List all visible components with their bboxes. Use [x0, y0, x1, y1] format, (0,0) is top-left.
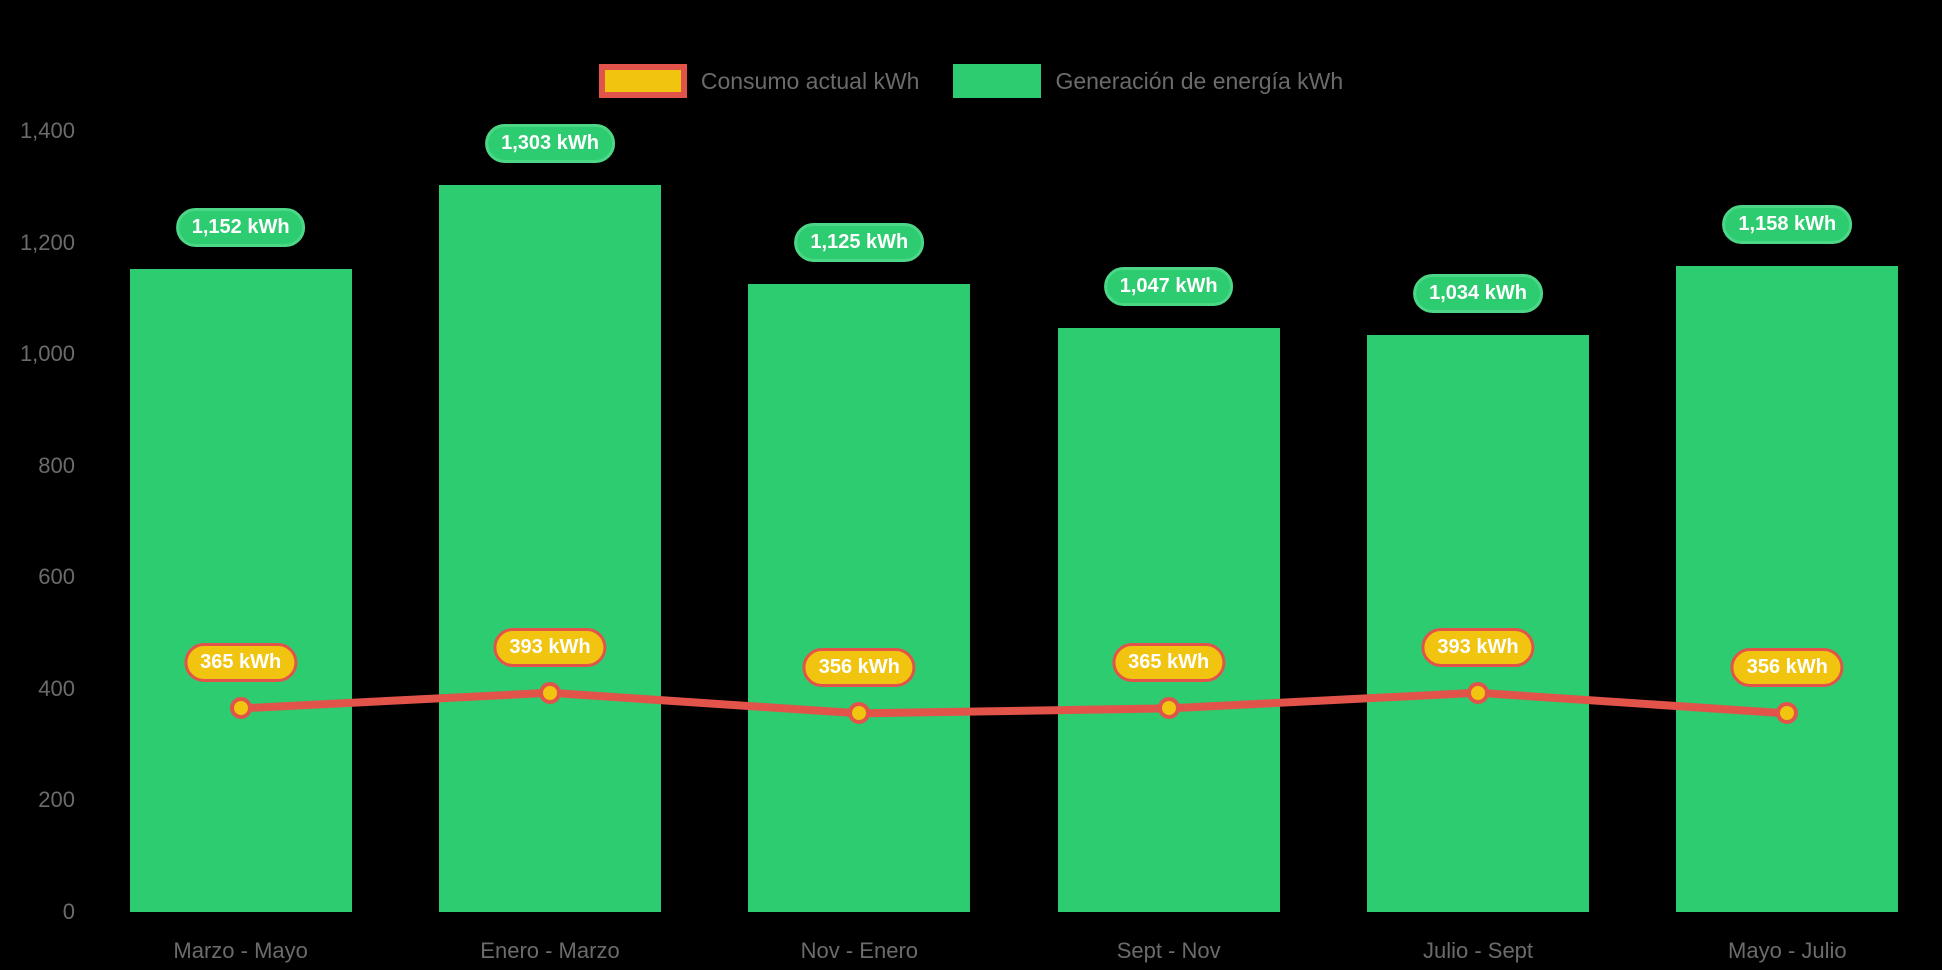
generation-value-label: 1,125 kWh [794, 223, 925, 263]
generation-bar[interactable] [1057, 327, 1280, 912]
consumption-value-label: 393 kWh [493, 627, 607, 667]
x-tick-label: Sept - Nov [1116, 938, 1221, 963]
generation-value-label: 1,047 kWh [1103, 266, 1234, 306]
legend-label-consumption: Consumo actual kWh [700, 67, 920, 94]
generation-value-label: 1,158 kWh [1722, 205, 1853, 245]
y-tick-label: 1,000 [19, 341, 75, 367]
x-tick-label: Mayo - Julio [1728, 938, 1847, 963]
generation-bar[interactable] [129, 269, 352, 912]
consumption-point-marker[interactable] [1467, 681, 1489, 704]
consumption-value-label: 356 kWh [802, 648, 916, 688]
x-tick-label: Julio - Sept [1422, 938, 1534, 963]
generation-bar[interactable] [439, 185, 661, 912]
generation-value-label: 1,303 kWh [485, 124, 615, 164]
generation-bar[interactable] [748, 284, 971, 912]
generation-swatch-icon [953, 64, 1042, 98]
consumption-point-marker[interactable] [229, 697, 252, 720]
consumption-value-label: 356 kWh [1730, 648, 1844, 688]
plot-area: 1,152 kWh 1,303 kWh 1,125 kWh 1,047 kWh 1,03… [86, 0, 1942, 912]
y-tick-label: 1,400 [19, 118, 75, 143]
x-tick-label: Enero - Marzo [480, 938, 620, 963]
generation-bar[interactable] [1367, 335, 1589, 912]
consumption-swatch-icon [598, 64, 687, 98]
consumption-line [236, 688, 1792, 718]
legend-label-generation: Generación de energía kWh [1055, 67, 1344, 94]
y-tick-label: 600 [38, 564, 75, 590]
consumption-point-marker[interactable] [1157, 697, 1180, 720]
generation-value-label: 1,034 kWh [1413, 274, 1543, 314]
y-tick-label: 200 [38, 787, 75, 813]
consumption-point-marker[interactable] [848, 702, 871, 725]
generation-bar[interactable] [1676, 266, 1899, 912]
chart-legend: Consumo actual kWh Generación de energía… [0, 64, 1942, 98]
legend-item-consumption[interactable]: Consumo actual kWh [598, 64, 920, 98]
legend-item-generation[interactable]: Generación de energía kWh [953, 64, 1343, 98]
consumption-value-label: 393 kWh [1421, 627, 1535, 667]
y-tick-label: 400 [38, 675, 75, 701]
consumption-point-marker[interactable] [1776, 702, 1799, 725]
generation-value-label: 1,152 kWh [175, 208, 306, 248]
consumption-value-label: 365 kWh [1112, 643, 1226, 683]
x-tick-label: Marzo - Mayo [173, 938, 308, 963]
x-tick-label: Nov - Enero [800, 938, 919, 963]
y-tick-label: 800 [38, 452, 75, 478]
consumption-value-label: 365 kWh [184, 643, 298, 683]
y-tick-label: 1,200 [19, 229, 75, 255]
consumption-point-marker[interactable] [539, 681, 561, 704]
y-tick-label: 0 [62, 899, 75, 924]
